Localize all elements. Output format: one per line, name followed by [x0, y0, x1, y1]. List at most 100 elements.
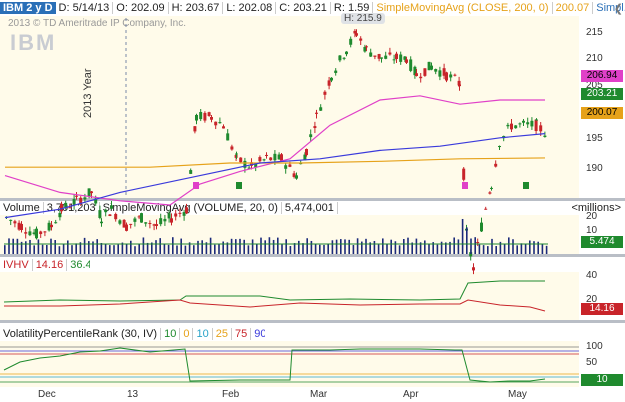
ivhv-label[interactable]: IVHV	[0, 259, 33, 271]
volume-tick: 10	[586, 225, 598, 236]
candle-body	[539, 125, 543, 132]
volume-bar	[394, 241, 397, 254]
candle-body	[58, 212, 62, 218]
volume-bar	[487, 246, 489, 254]
candle-body	[359, 38, 363, 41]
candle-body	[104, 209, 108, 213]
candle-body	[399, 54, 403, 62]
volume-bar	[214, 244, 216, 254]
volume-bar	[121, 242, 124, 254]
volume-bar	[466, 227, 468, 254]
volume-bar	[361, 241, 363, 254]
candle-body	[494, 163, 498, 167]
vpr-level: 10	[161, 328, 181, 340]
close-readout: C: 203.21	[276, 2, 331, 14]
ivhv-pane[interactable]	[0, 272, 579, 320]
dividend-marker-icon	[236, 182, 242, 189]
volume-bar	[71, 245, 73, 254]
candle-body	[72, 199, 76, 205]
candle-body	[377, 54, 381, 59]
vpr-header: VolatilityPercentileRank (30, IV) 10 0 1…	[0, 327, 265, 341]
dividend-marker-icon	[523, 182, 529, 189]
candle-body	[222, 126, 225, 129]
candle-body	[35, 228, 38, 239]
candle-body	[167, 213, 171, 219]
candle-body	[155, 224, 158, 227]
volume-bar	[445, 242, 447, 254]
candle-body	[403, 56, 407, 60]
candle-body	[182, 212, 186, 216]
x-axis-label: 13	[127, 389, 139, 400]
volume-bar	[125, 243, 128, 254]
volume-bar	[398, 245, 401, 254]
range-readout: R: 1.59	[331, 2, 374, 14]
volume-bar	[327, 243, 329, 254]
volume-bar	[83, 237, 86, 254]
volume-bar	[130, 240, 132, 254]
candle-body	[395, 53, 398, 60]
volume-bar	[100, 242, 103, 254]
volume-bar	[4, 245, 6, 254]
volume-bar	[12, 238, 14, 254]
candle-body	[39, 231, 43, 235]
candle-body	[122, 219, 126, 228]
candle-body	[472, 267, 475, 271]
candle-body	[239, 157, 243, 163]
study-label[interactable]: SimpleMovingAvg (CLOSE, 200, 0)	[373, 2, 553, 14]
volume-tick: 20	[586, 211, 598, 222]
vpr-level: 75	[232, 328, 252, 340]
chart-header: IBM 2 y D D: 5/14/13 O: 202.09 H: 203.67…	[0, 1, 625, 15]
candle-body	[199, 112, 203, 120]
candle-body	[247, 167, 251, 169]
pane-separator[interactable]	[0, 198, 625, 201]
volume-bar	[188, 242, 191, 254]
earnings-marker-icon	[462, 182, 468, 189]
sma50-price-tag: 206.94	[581, 70, 623, 82]
candle-body	[163, 218, 167, 222]
vpr-pane[interactable]	[0, 341, 579, 387]
volume-bar	[440, 241, 443, 254]
low-readout: L: 202.08	[223, 2, 277, 14]
volume-bar	[348, 239, 350, 254]
chevron-left-icon[interactable]: ❮	[613, 2, 623, 15]
volume-bar	[180, 238, 182, 254]
volume-bar	[411, 242, 413, 254]
volume-bar	[319, 244, 321, 254]
candle-body	[129, 223, 133, 225]
candle-body	[427, 61, 431, 71]
candle-body	[254, 163, 258, 168]
volume-bar	[520, 243, 523, 254]
vpr-level: 0	[180, 328, 194, 340]
ivhv-tick: 40	[586, 270, 598, 281]
pane-separator[interactable]	[0, 254, 625, 257]
volume-label[interactable]: Volume	[0, 202, 44, 214]
volume-bar	[151, 242, 153, 254]
candle-body	[315, 112, 318, 114]
candle-body	[273, 153, 277, 161]
volume-bar	[407, 237, 409, 254]
volume-study-label[interactable]: SimpleMovingAvg (VOLUME, 20, 0)	[100, 202, 282, 214]
volume-bar	[298, 240, 300, 254]
candle-body	[230, 146, 234, 150]
volume-bar	[482, 245, 485, 254]
symbol-label[interactable]: IBM 2 y D	[0, 2, 56, 14]
candle-body	[299, 163, 303, 165]
candle-body	[83, 197, 87, 200]
mode-label[interactable]: Simpl...	[593, 2, 625, 14]
pane-separator[interactable]	[0, 320, 625, 323]
vpr-label[interactable]: VolatilityPercentileRank (30, IV)	[0, 328, 162, 340]
volume-bar	[272, 239, 275, 254]
candle-body	[498, 145, 501, 148]
volume-bar	[172, 237, 174, 254]
volume-bar	[478, 244, 481, 254]
price-tick: 215	[586, 27, 603, 38]
price-pane[interactable]	[0, 16, 579, 200]
volume-bar	[79, 242, 82, 254]
candle-body	[152, 224, 156, 226]
candle-body	[75, 195, 78, 197]
volume-bar	[37, 239, 40, 254]
candle-body	[484, 208, 488, 210]
candle-body	[269, 157, 273, 161]
volume-bar	[33, 245, 35, 254]
volume-bar	[159, 238, 161, 254]
